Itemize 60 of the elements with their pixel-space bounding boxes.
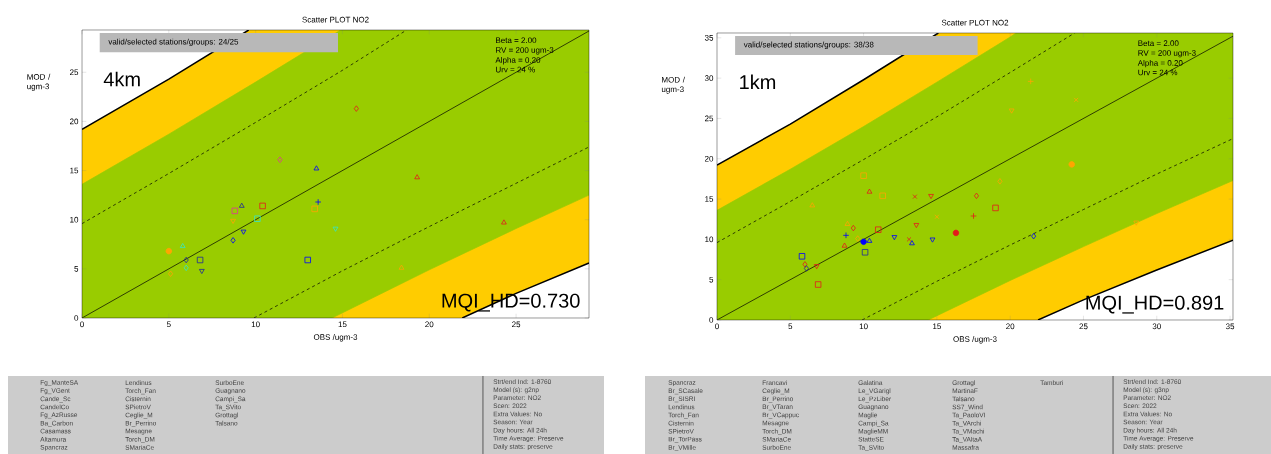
point (875, 226, 882, 233)
point (414, 173, 420, 179)
point (992, 204, 999, 211)
point (803, 264, 809, 272)
annotation: RV = 200 ugm-3 (1138, 49, 1196, 58)
x-tick-label: 10 (251, 321, 260, 327)
chart-title: Scatter PLOT NO2 (941, 19, 1009, 26)
annotation: Beta = 2.00 (496, 37, 537, 43)
annotation: valid/selected stations/groups: 38/38 (743, 41, 874, 49)
y-tick-label: 20 (69, 118, 79, 124)
point (165, 247, 173, 255)
point (814, 281, 822, 288)
x-tick-label: 15 (338, 321, 347, 327)
x-axis-title: OBS /ugm-3 (953, 335, 997, 344)
x-tick-label: 15 (933, 323, 941, 329)
point (928, 193, 934, 199)
point (813, 263, 820, 269)
point (802, 260, 808, 268)
x-tick-label: 10 (859, 323, 868, 329)
y-tick-label: 20 (704, 155, 714, 162)
y-tick-label: 15 (70, 167, 79, 174)
y-tick-label: 35 (704, 34, 714, 41)
annotation: valid/selected stations/groups: 24/25 (108, 38, 239, 46)
annotation: Alpha = 0.20 (495, 56, 541, 65)
point (850, 224, 856, 232)
x-tick-label: 5 (788, 323, 793, 329)
y-tick-label: 10 (705, 236, 714, 242)
annotation: 1km (740, 74, 776, 89)
y-tick-label: 0 (74, 314, 79, 321)
y-axis-title: MOD / ugm-3 (661, 76, 685, 94)
x-tick-label: 20 (1006, 323, 1015, 329)
x-tick-label: 5 (166, 321, 171, 327)
annotation: Beta = 2.00 (1138, 40, 1179, 46)
chart-title: Scatter PLOT NO2 (302, 16, 369, 23)
annotation: Urv = 24 % (496, 66, 535, 73)
x-tick-label: 25 (1079, 323, 1088, 329)
y-tick-label: 25 (704, 115, 714, 122)
y-tick-label: 25 (69, 69, 79, 75)
x-tick-label: 0 (80, 321, 84, 327)
annotation: 4km (103, 71, 140, 86)
y-tick-label: 10 (70, 216, 79, 223)
annotation: MQI_HD=0.891 (1086, 295, 1224, 314)
x-tick-label: 25 (512, 321, 521, 327)
annotation: Alpha = 0.20 (1137, 59, 1183, 68)
x-tick-label: 20 (425, 321, 434, 327)
point (861, 248, 869, 256)
point (501, 219, 507, 225)
x-tick-label: 35 (1225, 323, 1235, 329)
y-tick-label: 30 (704, 75, 714, 81)
y-tick-label: 15 (705, 196, 714, 202)
x-tick-label: 30 (1152, 323, 1161, 329)
annotation: RV = 200 ugm-3 (496, 46, 554, 55)
y-tick-label: 5 (709, 276, 714, 283)
point (973, 192, 979, 199)
annotation: Urv = 24 % (1138, 69, 1178, 76)
y-axis-title: MOD / ugm-3 (27, 73, 51, 91)
point (913, 222, 920, 228)
x-tick-label: 0 (715, 323, 719, 329)
y-tick-label: 5 (74, 265, 79, 272)
x-axis-title: OBS /ugm-3 (313, 333, 358, 342)
